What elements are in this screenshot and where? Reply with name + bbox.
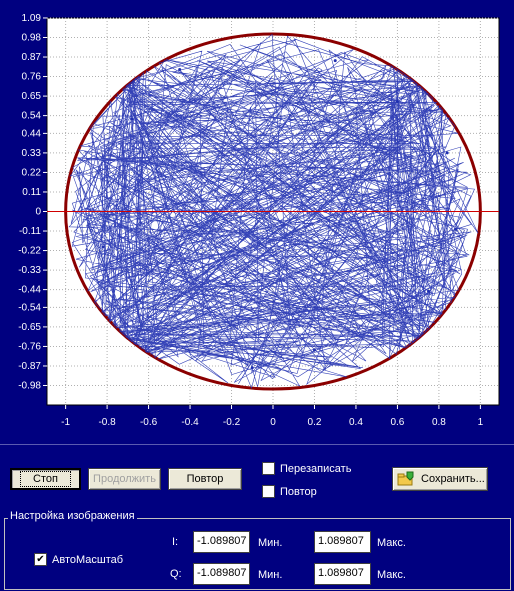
- display-settings-group: [4, 518, 511, 590]
- x-tick-label: 0.4: [349, 417, 363, 428]
- x-tick-label: -0.8: [98, 417, 116, 428]
- data-point: [312, 348, 316, 352]
- y-tick-label: -0.22: [18, 246, 41, 257]
- i-max-label: Макс.: [377, 537, 406, 549]
- data-point: [453, 227, 457, 231]
- data-point: [395, 99, 399, 103]
- y-tick-label: -0.87: [18, 361, 41, 372]
- continue-button[interactable]: Продолжить: [88, 468, 161, 490]
- repeat-button[interactable]: Повтор: [168, 468, 242, 490]
- x-tick-label: -0.2: [223, 417, 241, 428]
- autoscale-checkbox[interactable]: ✔: [34, 553, 47, 566]
- data-point: [130, 117, 134, 121]
- x-tick-label: 0.2: [308, 417, 322, 428]
- y-tick-label: 1.09: [22, 13, 42, 24]
- iq-trace: [68, 33, 479, 390]
- y-tick-label: -0.33: [18, 265, 41, 276]
- i-min-field[interactable]: -1.089807: [193, 531, 250, 553]
- i-label: I:: [172, 536, 179, 548]
- continue-button-label: Продолжить: [93, 473, 156, 485]
- data-point: [178, 67, 182, 71]
- y-tick-label: -0.76: [18, 341, 41, 352]
- y-tick-label: -0.65: [18, 322, 41, 333]
- data-point: [250, 366, 254, 370]
- y-tick-label: 0.11: [22, 187, 41, 198]
- x-tick-label: -0.4: [181, 417, 199, 428]
- data-point: [445, 151, 449, 155]
- group-title: Настройка изображения: [8, 510, 137, 522]
- y-tick-label: 0: [35, 207, 41, 218]
- y-tick-label: 0.76: [22, 72, 42, 83]
- x-tick-label: 0: [270, 417, 276, 428]
- y-tick-label: 0.22: [22, 167, 42, 178]
- q-label: Q:: [170, 568, 182, 580]
- y-tick-label: -0.98: [18, 381, 41, 392]
- autoscale-checkbox-row[interactable]: ✔ АвтоМасштаб: [34, 553, 123, 566]
- q-min-label: Мин.: [258, 569, 283, 581]
- y-tick-label: 0.54: [22, 111, 42, 122]
- save-button-label: Сохранить...: [421, 473, 485, 485]
- overwrite-label: Перезаписать: [280, 462, 352, 475]
- y-tick-label: 0.44: [22, 128, 42, 139]
- repeat-button-label: Повтор: [186, 473, 224, 485]
- q-max-field[interactable]: 1.089807: [314, 563, 371, 585]
- overwrite-checkbox[interactable]: [262, 462, 275, 475]
- q-min-field[interactable]: -1.089807: [193, 563, 250, 585]
- i-max-field[interactable]: 1.089807: [314, 531, 371, 553]
- x-tick-label: 0.6: [390, 417, 404, 428]
- repeat-checkbox-row[interactable]: Повтор: [262, 485, 317, 498]
- q-max-label: Макс.: [377, 569, 406, 581]
- y-tick-label: 0.87: [22, 52, 42, 63]
- stop-button-label: Стоп: [20, 471, 71, 487]
- data-point: [101, 245, 105, 249]
- repeat-check-label: Повтор: [280, 485, 317, 498]
- x-tick-label: 1: [478, 417, 484, 428]
- y-tick-label: -0.11: [19, 226, 41, 237]
- data-point: [427, 289, 431, 293]
- autoscale-label: АвтоМасштаб: [52, 553, 124, 566]
- chart-svg: -1 -0.8 -0.6 -0.4 -0.2 0 0.2 0.4 0.6 0.8 1 1.09 0.98…: [18, 13, 500, 428]
- x-tick-label: 0.8: [432, 417, 446, 428]
- constellation-chart: -1 -0.8 -0.6 -0.4 -0.2 0 0.2 0.4 0.6 0.8 1 1.09 0.98…: [18, 13, 500, 428]
- save-button[interactable]: Сохранить...: [392, 467, 488, 491]
- repeat-checkbox[interactable]: [262, 485, 275, 498]
- y-tick-label: 0.33: [22, 148, 42, 159]
- x-tick-label: -1: [61, 417, 70, 428]
- y-tick-label: -0.44: [18, 285, 41, 296]
- y-tick-label: 0.65: [22, 91, 42, 102]
- stop-button[interactable]: Стоп: [10, 468, 81, 490]
- x-tick-label: -0.6: [140, 417, 158, 428]
- y-tick-label: -0.54: [18, 302, 41, 313]
- save-icon: [397, 470, 415, 489]
- y-tick-label: 0.98: [22, 32, 42, 43]
- divider: [0, 444, 514, 445]
- i-min-label: Мин.: [258, 537, 283, 549]
- data-point: [333, 59, 337, 63]
- overwrite-checkbox-row[interactable]: Перезаписать: [262, 462, 351, 475]
